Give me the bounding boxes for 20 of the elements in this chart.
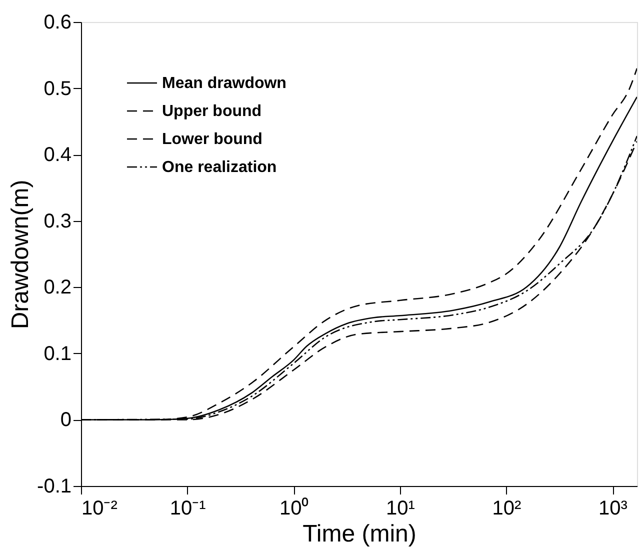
y-tick-label: 0.5 xyxy=(44,78,72,100)
x-tick-label: 10² xyxy=(492,498,522,520)
x-axis-title: Time (min) xyxy=(302,520,416,548)
y-tick-label: 0.1 xyxy=(44,342,72,365)
y-tick-label: 0.6 xyxy=(44,12,72,34)
x-tick-label: 10¹ xyxy=(386,498,416,520)
y-axis-title: Drawdown(m) xyxy=(7,180,34,330)
legend-label: Upper bound xyxy=(162,103,262,120)
x-tick-label: 10⁻¹ xyxy=(170,498,206,520)
x-tick-label: 10³ xyxy=(598,498,628,520)
y-tick-label: 0 xyxy=(60,409,72,432)
legend-label: One realization xyxy=(162,159,277,176)
x-tick-label: 10⁻² xyxy=(82,498,118,520)
y-tick-label: -0.1 xyxy=(37,476,72,498)
y-tick-label: 0.3 xyxy=(44,210,72,232)
y-tick-label: 0.2 xyxy=(44,276,72,299)
legend-label: Mean drawdown xyxy=(162,75,286,92)
x-tick-label: 10⁰ xyxy=(279,496,309,520)
legend-label: Lower bound xyxy=(162,131,262,148)
y-tick-label: 0.4 xyxy=(44,144,72,166)
